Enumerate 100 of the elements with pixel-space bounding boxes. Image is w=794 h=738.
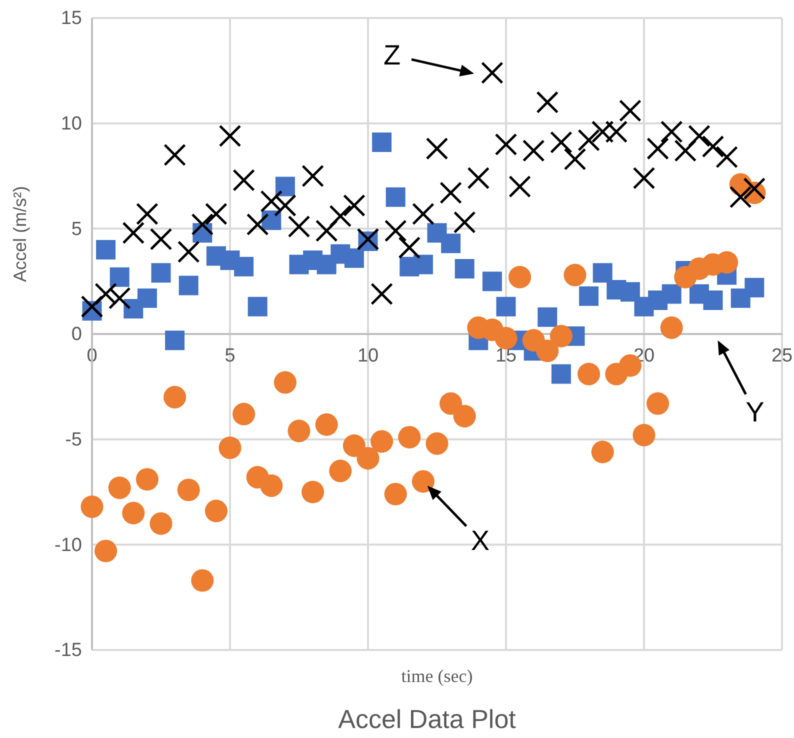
point bbox=[178, 276, 198, 296]
point bbox=[177, 478, 200, 502]
point bbox=[508, 266, 532, 288]
text: Accel Data Plot bbox=[338, 704, 517, 734]
point bbox=[165, 330, 185, 350]
point bbox=[288, 420, 310, 442]
point bbox=[356, 447, 380, 470]
point bbox=[150, 228, 172, 250]
point bbox=[232, 402, 256, 426]
point bbox=[538, 307, 558, 327]
point bbox=[342, 434, 366, 457]
point bbox=[315, 413, 338, 436]
point bbox=[578, 362, 600, 386]
point bbox=[536, 91, 559, 114]
point bbox=[743, 177, 766, 200]
point bbox=[164, 386, 186, 408]
point bbox=[674, 140, 697, 162]
point bbox=[591, 440, 614, 464]
point bbox=[356, 228, 380, 250]
point bbox=[564, 148, 586, 170]
y-tick-label: -10 bbox=[54, 534, 82, 556]
point bbox=[453, 404, 476, 428]
annotation: X bbox=[470, 524, 490, 556]
point bbox=[592, 263, 612, 283]
point bbox=[246, 213, 269, 236]
point bbox=[729, 186, 752, 208]
point bbox=[384, 482, 407, 506]
point bbox=[412, 470, 434, 493]
annotation: Z bbox=[383, 40, 401, 70]
point bbox=[619, 99, 642, 122]
annotation: Y bbox=[746, 396, 765, 428]
point bbox=[591, 120, 614, 143]
point bbox=[703, 290, 723, 310]
point bbox=[150, 512, 172, 535]
point bbox=[218, 436, 242, 460]
point bbox=[218, 124, 242, 148]
point bbox=[412, 202, 434, 226]
point bbox=[384, 220, 407, 242]
point bbox=[110, 267, 130, 287]
point bbox=[274, 371, 296, 394]
point bbox=[370, 282, 393, 306]
point bbox=[344, 248, 364, 268]
point bbox=[550, 131, 572, 154]
point bbox=[398, 236, 421, 259]
point bbox=[248, 296, 268, 316]
point bbox=[426, 432, 448, 455]
point bbox=[274, 194, 296, 217]
point bbox=[551, 364, 571, 384]
point bbox=[426, 137, 448, 160]
point bbox=[440, 182, 462, 204]
y-tick-label: 0 bbox=[71, 324, 82, 346]
point bbox=[550, 324, 572, 348]
x-tick-label: 5 bbox=[224, 345, 236, 366]
point bbox=[108, 286, 131, 310]
point bbox=[80, 495, 104, 518]
point bbox=[136, 202, 158, 226]
point bbox=[413, 254, 433, 274]
point bbox=[494, 133, 518, 156]
point bbox=[234, 256, 254, 276]
y-tick-label: 15 bbox=[60, 8, 82, 30]
point bbox=[605, 120, 628, 143]
point bbox=[494, 326, 518, 350]
point bbox=[386, 187, 406, 207]
y-axis-title: Accel (m/s²) bbox=[10, 186, 30, 282]
point bbox=[536, 340, 559, 362]
point bbox=[646, 137, 669, 160]
point bbox=[632, 166, 656, 190]
x-tick-label: 25 bbox=[771, 345, 793, 366]
point bbox=[660, 316, 683, 339]
point bbox=[453, 211, 476, 234]
point bbox=[137, 288, 157, 308]
point bbox=[482, 272, 502, 292]
point bbox=[646, 392, 670, 415]
point bbox=[343, 194, 366, 217]
point bbox=[260, 474, 283, 497]
point bbox=[315, 220, 338, 242]
point bbox=[136, 468, 158, 491]
point bbox=[164, 144, 186, 166]
point bbox=[744, 278, 764, 298]
point bbox=[441, 234, 461, 254]
point bbox=[508, 175, 531, 198]
point bbox=[177, 240, 200, 264]
point bbox=[398, 426, 421, 448]
point bbox=[191, 213, 214, 236]
point bbox=[496, 296, 516, 316]
y-tick-label: -5 bbox=[65, 429, 82, 450]
y-tick-label: -15 bbox=[54, 640, 82, 662]
point bbox=[688, 124, 710, 148]
point bbox=[716, 146, 738, 168]
point bbox=[467, 166, 490, 190]
point bbox=[372, 132, 392, 152]
point bbox=[260, 190, 283, 212]
point bbox=[122, 222, 145, 244]
y-tick-label: 10 bbox=[60, 113, 82, 134]
point bbox=[522, 140, 545, 162]
point bbox=[94, 540, 118, 562]
y-tick-label: 5 bbox=[71, 218, 82, 240]
point bbox=[578, 128, 600, 152]
point bbox=[96, 240, 116, 260]
point bbox=[204, 500, 228, 522]
